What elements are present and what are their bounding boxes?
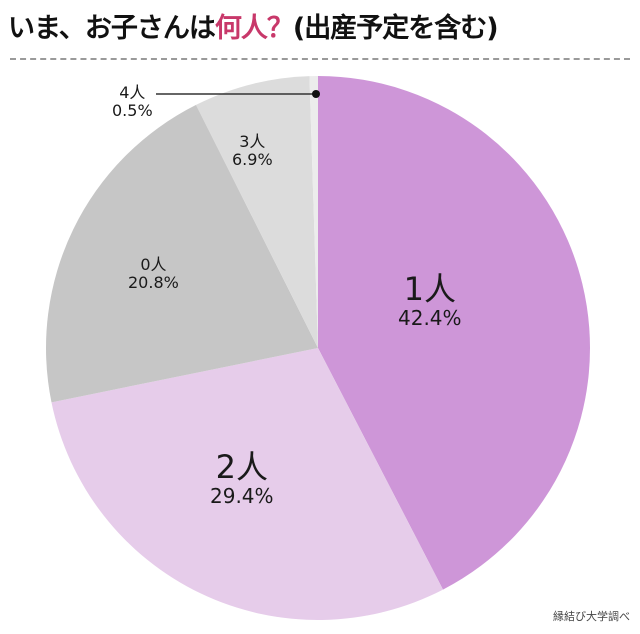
pie-slice	[51, 348, 444, 620]
slice-label-1: 1人 42.4%	[398, 270, 462, 331]
chart-title: いま、お子さんは何人？(出産予定を含む)	[8, 6, 499, 45]
dashed-divider	[10, 58, 630, 60]
slice-name: 2人	[215, 448, 268, 486]
pie-slice	[196, 76, 318, 348]
title-prefix: いま、お子さんは	[8, 13, 216, 44]
slice-percent: 20.8%	[128, 272, 179, 292]
title-suffix: (出産予定を含む)	[292, 13, 499, 44]
slice-label-2: 2人 29.4%	[210, 448, 274, 509]
slice-percent: 42.4%	[398, 306, 462, 331]
slice-percent: 29.4%	[210, 484, 274, 509]
pie-slice	[309, 76, 318, 348]
slice-label-0: 0人 20.8%	[128, 256, 179, 291]
source-note: 縁結び大学調べ	[553, 610, 630, 623]
slice-label-3: 3人 6.9%	[232, 133, 273, 168]
title-accent: 何人？	[214, 13, 294, 44]
slice-percent: 0.5%	[112, 100, 153, 120]
slice-name: 4人	[119, 83, 146, 102]
pie-slice	[318, 76, 590, 590]
slice-label-4: 4人 0.5%	[112, 84, 153, 119]
slice-name: 0人	[140, 255, 167, 274]
slice-percent: 6.9%	[232, 149, 273, 169]
slice-name: 1人	[403, 270, 456, 308]
callout-dot	[312, 90, 320, 98]
pie-slice	[46, 104, 319, 403]
slice-name: 3人	[239, 132, 266, 151]
pie-slices	[46, 76, 590, 620]
